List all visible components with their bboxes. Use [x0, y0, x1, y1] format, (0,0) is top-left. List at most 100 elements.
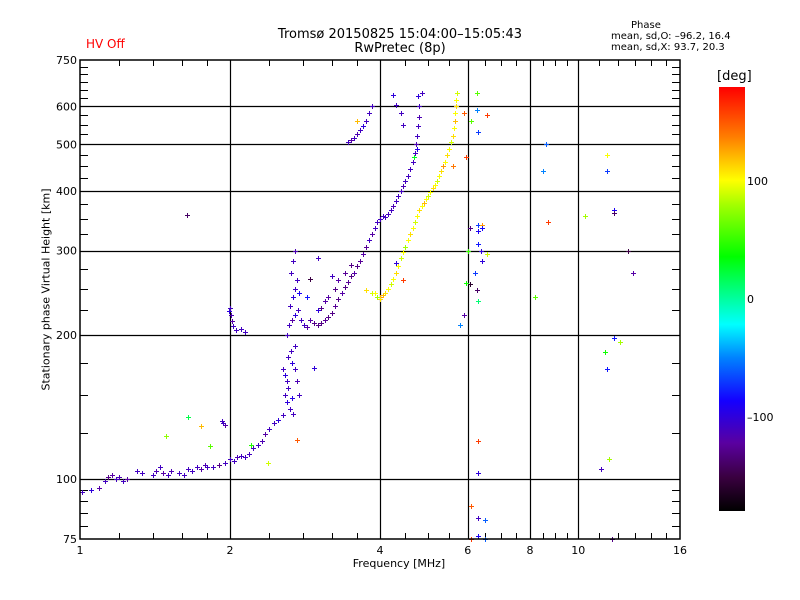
data-point: [480, 259, 485, 264]
data-point: [475, 288, 480, 293]
data-point: [336, 297, 341, 302]
data-point: [475, 91, 480, 96]
data-point: [399, 256, 404, 261]
data-point: [476, 130, 481, 135]
data-point: [291, 295, 296, 300]
data-point: [415, 134, 420, 139]
data-point: [290, 396, 295, 401]
data-point: [416, 124, 421, 129]
data-point: [483, 518, 488, 523]
data-point: [607, 457, 612, 462]
data-point: [135, 469, 140, 474]
hv-status-label: HV Off: [86, 37, 125, 51]
data-point: [349, 263, 354, 268]
x-axis-label: Frequency [MHz]: [352, 557, 446, 570]
x-tick-label: 1: [77, 544, 84, 557]
data-point: [352, 136, 357, 141]
data-point: [319, 321, 324, 326]
data-point: [373, 226, 378, 231]
y-tick-label: 75: [63, 533, 77, 546]
phase-info-o-mode: mean, sd,O: –96.2, 16.4: [611, 31, 731, 42]
data-point: [340, 291, 345, 296]
data-point: [415, 147, 420, 152]
data-point: [229, 313, 234, 318]
data-point: [424, 197, 429, 202]
data-point: [343, 285, 348, 290]
data-point: [232, 459, 237, 464]
data-point: [631, 271, 636, 276]
data-point: [449, 140, 454, 145]
data-point: [473, 271, 478, 276]
data-point: [391, 277, 396, 282]
data-point: [416, 94, 421, 99]
data-point: [413, 220, 418, 225]
data-point: [464, 155, 469, 160]
data-point: [295, 379, 300, 384]
data-point: [437, 174, 442, 179]
data-point: [291, 412, 296, 417]
data-point: [406, 238, 411, 243]
data-point: [293, 313, 298, 318]
data-point: [205, 465, 210, 470]
chart-subtitle: RwPretec (8p): [354, 41, 446, 56]
data-point: [364, 288, 369, 293]
data-point: [458, 323, 463, 328]
data-point: [389, 208, 394, 213]
data-point: [373, 291, 378, 296]
data-point: [227, 309, 232, 314]
data-point: [445, 153, 450, 158]
data-point: [223, 423, 228, 428]
data-point: [247, 452, 252, 457]
data-point: [599, 467, 604, 472]
data-point: [476, 229, 481, 234]
x-tick-label: 6: [464, 544, 471, 557]
data-point: [336, 278, 341, 283]
data-point: [414, 142, 419, 147]
data-point: [426, 194, 431, 199]
data-point: [286, 386, 291, 391]
data-point: [125, 477, 130, 482]
data-point: [381, 214, 386, 219]
data-point: [480, 226, 485, 231]
data-point: [433, 183, 438, 188]
data-point: [443, 160, 448, 165]
data-point: [358, 259, 363, 264]
data-point: [462, 313, 467, 318]
data-point: [383, 291, 388, 296]
data-point: [453, 111, 458, 116]
data-point: [394, 271, 399, 276]
colorbar-tick-label: 0: [747, 293, 754, 306]
data-point: [177, 471, 182, 476]
data-point: [476, 242, 481, 247]
data-point: [302, 323, 307, 328]
data-point: [106, 475, 111, 480]
data-point: [386, 212, 391, 217]
x-tick-label: 4: [377, 544, 384, 557]
data-point: [349, 274, 354, 279]
data-point: [285, 400, 290, 405]
data-point: [375, 295, 380, 300]
data-point: [203, 463, 208, 468]
data-point: [367, 111, 372, 116]
data-point: [367, 238, 372, 243]
data-point: [121, 479, 126, 484]
data-point: [464, 281, 469, 286]
data-point: [186, 467, 191, 472]
data-point: [164, 434, 169, 439]
data-point: [476, 223, 481, 228]
data-point: [618, 340, 623, 345]
data-point: [243, 455, 248, 460]
data-point: [605, 169, 610, 174]
data-point: [415, 214, 420, 219]
data-point: [454, 104, 459, 109]
data-point: [469, 504, 474, 509]
x-tick-labels: 1 2 4 6 8 10 16: [77, 544, 688, 557]
data-point: [544, 142, 549, 147]
data-point: [447, 147, 452, 152]
data-point: [417, 115, 422, 120]
data-point: [468, 226, 473, 231]
data-point: [343, 271, 348, 276]
data-point: [412, 155, 417, 160]
data-point: [401, 278, 406, 283]
data-point: [267, 427, 272, 432]
